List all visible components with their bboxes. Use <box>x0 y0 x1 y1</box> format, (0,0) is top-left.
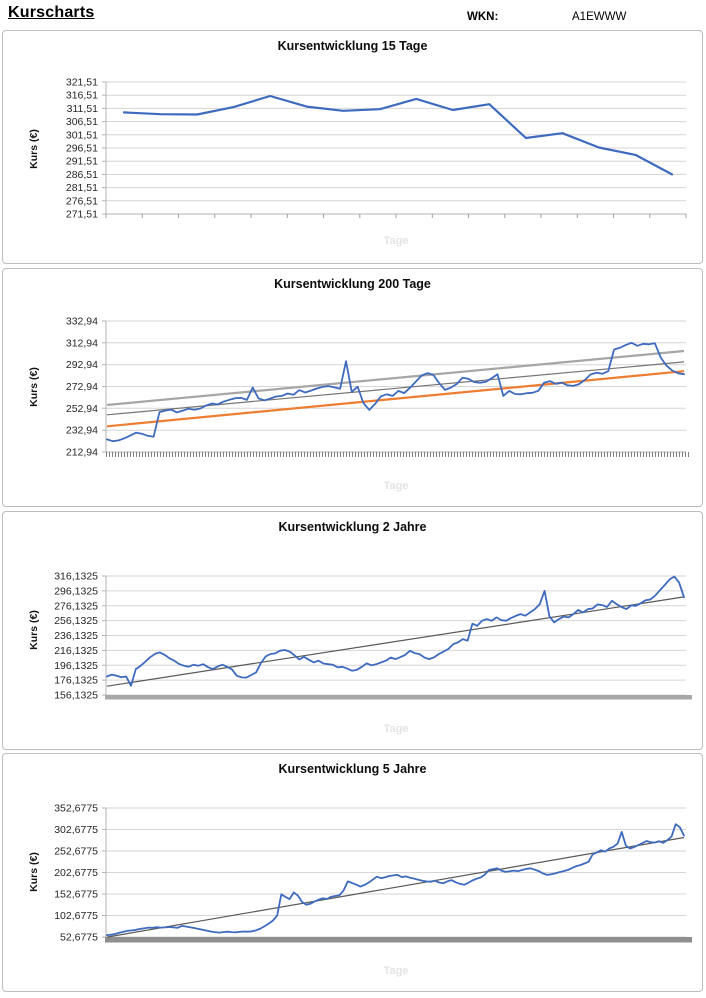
series-trendlinie <box>106 596 685 687</box>
series-kanallinie-grau-hell <box>106 349 685 407</box>
svg-text:202,6775: 202,6775 <box>54 867 98 879</box>
svg-text:332,94: 332,94 <box>66 316 98 328</box>
svg-text:311,51: 311,51 <box>67 103 98 115</box>
svg-text:156,1325: 156,1325 <box>54 690 98 702</box>
svg-text:271,51: 271,51 <box>66 209 98 221</box>
svg-text:286,51: 286,51 <box>66 169 98 181</box>
series-kurs-linie <box>122 94 674 176</box>
svg-text:321,51: 321,51 <box>66 77 98 89</box>
x-axis-title: Tage <box>383 480 409 492</box>
svg-text:296,1325: 296,1325 <box>54 585 98 597</box>
svg-text:256,1325: 256,1325 <box>54 615 98 627</box>
svg-text:212,94: 212,94 <box>66 447 98 459</box>
page-header: Kurscharts WKN: A1EWWW <box>0 0 706 30</box>
svg-text:352,6775: 352,6775 <box>54 803 98 815</box>
page-title: Kurscharts <box>8 4 95 21</box>
svg-text:296,51: 296,51 <box>66 143 98 155</box>
y-axis-title: Kurs (€) <box>28 129 40 169</box>
chart-panel-2-jahre: 316,1325 296,1325 276,1325 256,1325 236,1325… <box>2 511 703 750</box>
chart-panel-5-jahre: 352,6775 302,6775 252,6775 202,6775 152,6775… <box>2 753 703 992</box>
y-axis-title: Kurs (€) <box>28 610 40 650</box>
svg-text:291,51: 291,51 <box>66 156 98 168</box>
svg-text:272,94: 272,94 <box>66 381 98 393</box>
svg-text:102,6775: 102,6775 <box>54 910 98 922</box>
svg-text:176,1325: 176,1325 <box>54 675 98 687</box>
series-kurs-linie <box>106 341 685 443</box>
price-chart-5-jahre: 352,6775 302,6775 252,6775 202,6775 152,6775… <box>54 803 692 944</box>
price-chart-2-jahre: 316,1325 296,1325 276,1325 256,1325 236,1325… <box>54 571 692 702</box>
svg-text:316,51: 316,51 <box>66 90 98 102</box>
svg-text:252,94: 252,94 <box>66 403 98 415</box>
svg-text:276,51: 276,51 <box>66 195 98 207</box>
x-axis-title: Tage <box>383 235 409 247</box>
svg-text:292,94: 292,94 <box>66 359 98 371</box>
series-kurs-linie <box>106 575 685 687</box>
svg-text:312,94: 312,94 <box>66 337 98 349</box>
series-trendlinie-orange <box>106 370 685 428</box>
chart-panel-15-tage: 321,51 316,51 311,51 306,51 301,51 296,51 291,… <box>2 30 703 264</box>
y-axis-title: Kurs (€) <box>28 367 40 407</box>
price-chart-200-tage: 332,94 312,94 292,94 272,94 252,94 232,94 212,… <box>66 316 690 459</box>
svg-text:252,6775: 252,6775 <box>54 846 98 858</box>
x-axis-title: Tage <box>383 723 409 735</box>
svg-text:302,6775: 302,6775 <box>54 824 98 836</box>
chart-title-200-tage: Kursentwicklung 200 Tage <box>274 277 431 291</box>
svg-text:301,51: 301,51 <box>66 129 98 141</box>
svg-text:196,1325: 196,1325 <box>54 660 98 672</box>
svg-text:316,1325: 316,1325 <box>54 571 98 583</box>
chart-panel-200-tage: 332,94 312,94 292,94 272,94 252,94 232,94 212,… <box>2 268 703 507</box>
chart-title-5-jahre: Kursentwicklung 5 Jahre <box>278 762 427 776</box>
svg-text:52,6775: 52,6775 <box>60 932 98 944</box>
wkn-value: A1EWWW <box>572 11 627 23</box>
svg-text:306,51: 306,51 <box>66 116 98 128</box>
svg-text:276,1325: 276,1325 <box>54 600 98 612</box>
series-kanallinie-grau-dunkel <box>106 361 685 416</box>
chart-title-2-jahre: Kursentwicklung 2 Jahre <box>278 520 427 534</box>
x-axis-title: Tage <box>383 965 409 977</box>
svg-text:216,1325: 216,1325 <box>54 645 98 657</box>
wkn-label: WKN: <box>467 11 499 23</box>
svg-text:281,51: 281,51 <box>66 182 98 194</box>
series-kurs-linie <box>106 823 685 937</box>
y-axis-title: Kurs (€) <box>28 852 40 892</box>
svg-text:152,6775: 152,6775 <box>54 889 98 901</box>
svg-text:236,1325: 236,1325 <box>54 630 98 642</box>
series-trendlinie <box>106 836 685 938</box>
svg-text:232,94: 232,94 <box>66 425 98 437</box>
chart-title-15-tage: Kursentwicklung 15 Tage <box>277 39 428 53</box>
